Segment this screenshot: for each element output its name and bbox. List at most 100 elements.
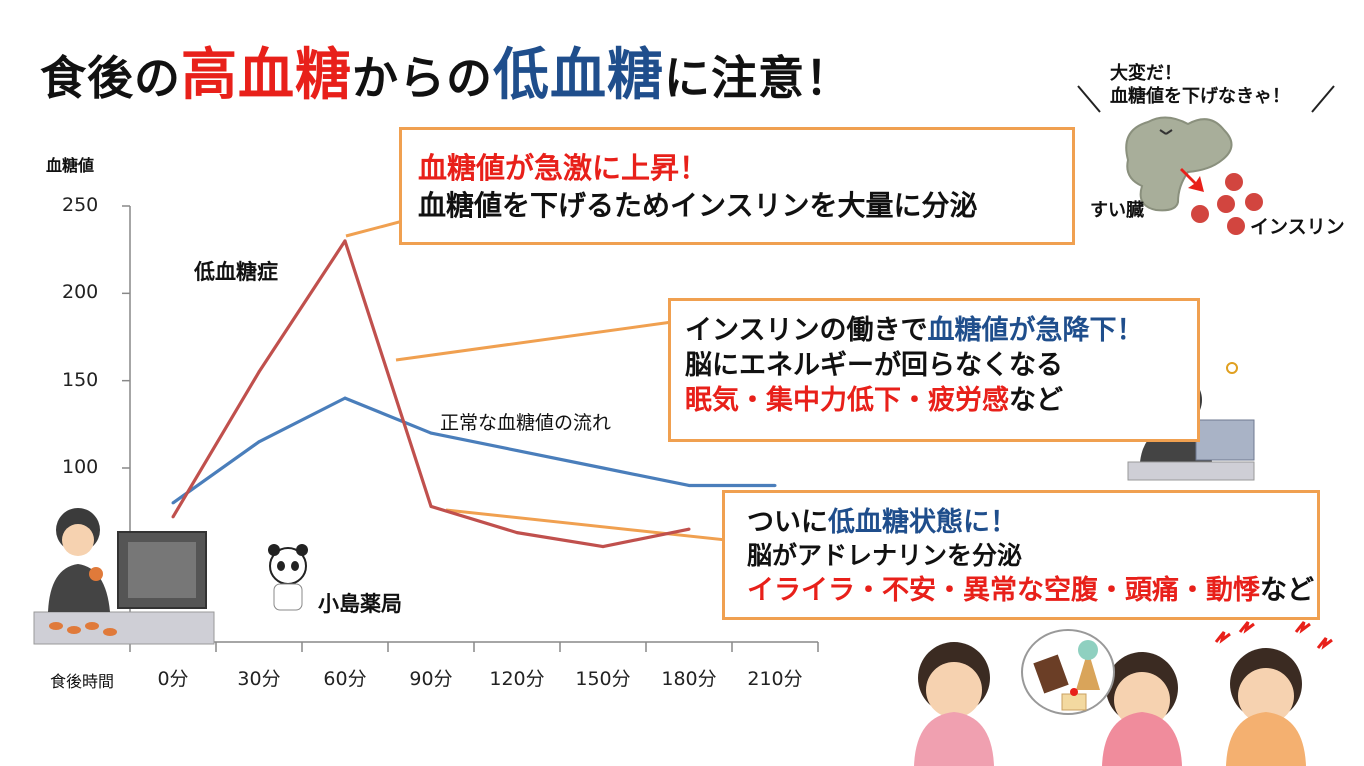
- legend-hypoglycemia: 低血糖症: [194, 260, 278, 284]
- callout-drop-heading-b: 血糖値が急降下！: [927, 315, 1144, 346]
- y-tick-label: 200: [62, 281, 99, 304]
- panda-eye-icon: [291, 561, 299, 571]
- series-point: [171, 515, 175, 519]
- hungry-woman-body-icon: [914, 712, 994, 766]
- idea-icon: [1226, 362, 1238, 374]
- snack-icon: [103, 628, 117, 636]
- x-tick-label: 30分: [237, 668, 281, 690]
- insulin-dot-icon: [1217, 195, 1235, 213]
- insulin-label: インスリン: [1250, 216, 1345, 238]
- series-line-hypoglycemia: [171, 239, 690, 549]
- callout-rise-body: 血糖値を下げるためインスリンを大量に分泌: [418, 188, 978, 222]
- hungry-woman-face-icon: [926, 662, 982, 718]
- callout-rise-heading: 血糖値が急激に上昇！: [418, 151, 709, 185]
- panda-ear-icon: [296, 544, 308, 556]
- callout-hypo: ついに低血糖状態に！ 脳がアドレナリンを分泌 イライラ・不安・異常な空腹・頭痛・…: [722, 490, 1320, 620]
- y-tick-label: 250: [62, 194, 99, 216]
- pain-jolt-icon: [1294, 621, 1311, 634]
- insulin-dot-icon: [1225, 173, 1243, 191]
- anxious-woman-face-icon: [1114, 672, 1170, 728]
- headache-woman-body-icon: [1226, 712, 1306, 766]
- headache-woman-face-icon: [1238, 668, 1294, 724]
- series-point: [257, 440, 261, 444]
- series-point: [429, 431, 433, 435]
- anxious-woman-body-icon: [1102, 712, 1182, 766]
- pain-jolt-icon: [1214, 631, 1231, 644]
- title-high-glucose: 高血糖: [181, 43, 352, 108]
- speech-mark-icon: [1311, 85, 1335, 113]
- insulin-dot-icon: [1245, 193, 1263, 211]
- arrow-icon: [1180, 168, 1204, 192]
- pancreas-label: すい臓: [1090, 200, 1144, 221]
- pancreas-face-icon: [1159, 129, 1173, 135]
- insulin-dot-icon: [1227, 217, 1245, 235]
- x-tick-label: 90分: [409, 668, 453, 690]
- series-point: [515, 531, 519, 535]
- pancreas-icon: [1125, 116, 1233, 212]
- speech-mark-icon: [1077, 85, 1101, 113]
- series-point: [687, 483, 691, 487]
- callout-hypo-etc: など: [1260, 574, 1314, 606]
- worker-desk-icon: [1127, 461, 1255, 481]
- page-title: 食後の高血糖からの低血糖に注意！: [40, 30, 852, 111]
- brand-label: 小島薬局: [318, 592, 402, 616]
- callout-hypo-heading-a: ついに: [747, 507, 828, 538]
- x-tick-label: 210分: [747, 668, 803, 690]
- callout-hypo-symptoms: イライラ・不安・異常な空腹・頭痛・動悸: [747, 574, 1260, 606]
- y-tick-label: 100: [62, 456, 99, 478]
- pancreas-speech-1: 大変だ！: [1110, 63, 1182, 84]
- series-point: [171, 501, 175, 505]
- insulin-dot-icon: [1191, 205, 1209, 223]
- ice-cream-icon: [1078, 640, 1098, 660]
- x-axis-label: 食後時間: [50, 672, 115, 691]
- pancreas-speech: 大変だ！ 血糖値を下げなきゃ！: [1110, 62, 1290, 109]
- desk-icon: [33, 611, 215, 645]
- chart-series: [171, 239, 777, 549]
- callout-hypo-body: 脳がアドレナリンを分泌: [747, 541, 1023, 571]
- pain-jolt-icon: [1238, 621, 1255, 634]
- y-tick-label: 150: [62, 368, 99, 391]
- series-point: [257, 370, 261, 374]
- callout-rise: 血糖値が急激に上昇！ 血糖値を下げるためインスリンを大量に分泌: [399, 127, 1075, 245]
- panda-eye-icon: [277, 561, 285, 571]
- series-line-normal: [172, 396, 775, 505]
- x-tick-label: 60分: [323, 668, 367, 690]
- callout-drop-etc: など: [1009, 385, 1063, 417]
- chocolate-icon: [1033, 654, 1069, 694]
- series-point: [515, 449, 519, 453]
- pain-jolt-icon: [1316, 637, 1333, 650]
- series-point: [687, 527, 691, 531]
- x-tick-label: 180分: [661, 668, 717, 690]
- series-point: [601, 466, 605, 470]
- ice-cream-cone-icon: [1076, 650, 1100, 690]
- callout-drop: インスリンの働きで血糖値が急降下！ 脳にエネルギーが回らなくなる 眠気・集中力低…: [668, 298, 1200, 442]
- title-part1: 食後の: [40, 51, 181, 105]
- x-tick-label: 120分: [489, 668, 545, 690]
- panda-coat-icon: [273, 583, 303, 611]
- callout-drop-heading-a: インスリンの働きで: [685, 315, 928, 346]
- panda-ear-icon: [268, 544, 280, 556]
- series-point: [343, 239, 347, 243]
- laptop-icon: [1195, 419, 1255, 461]
- callout-drop-body: 脳にエネルギーが回らなくなる: [685, 350, 1063, 382]
- strawberry-icon: [1070, 688, 1078, 696]
- snack-icon: [49, 622, 63, 630]
- title-part5: に注意！: [664, 51, 852, 105]
- snack-icon: [67, 626, 81, 634]
- title-low-glucose: 低血糖: [493, 43, 664, 108]
- series-point: [601, 545, 605, 549]
- title-part3: からの: [352, 51, 493, 105]
- x-tick-label: 150分: [575, 668, 631, 690]
- leader-drop: [395, 320, 674, 362]
- monitor-screen-icon: [128, 542, 196, 598]
- y-axis-label: 血糖値: [46, 156, 95, 175]
- series-point: [429, 504, 433, 508]
- callout-drop-symptoms: 眠気・集中力低下・疲労感: [685, 385, 1009, 417]
- legend-normal: 正常な血糖値の流れ: [440, 412, 612, 434]
- person-face-icon: [62, 524, 94, 556]
- snack-icon: [89, 567, 103, 581]
- cake-icon: [1061, 693, 1087, 711]
- series-point: [773, 483, 777, 487]
- snack-icon: [85, 622, 99, 630]
